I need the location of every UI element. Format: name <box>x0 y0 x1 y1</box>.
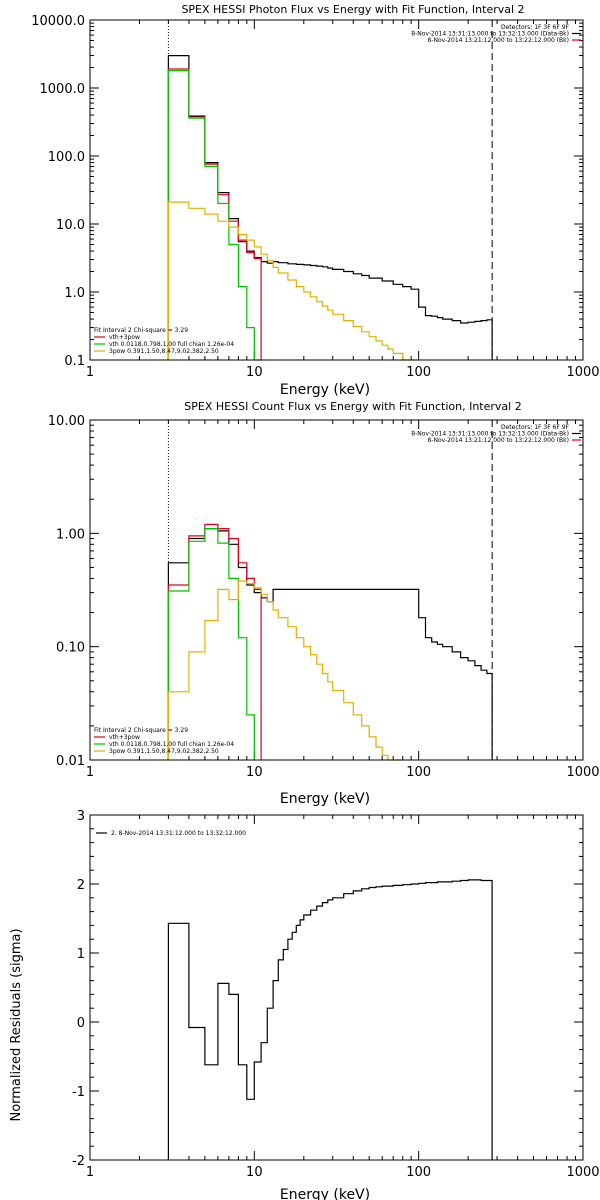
x-tick-label: 10 <box>246 365 263 380</box>
x-tick-label: 1000 <box>566 1165 599 1180</box>
x-tick-label: 1 <box>86 765 94 780</box>
plot-frame-count <box>89 419 584 761</box>
chart-panel-residuals: Energy (keV) Normalized Residuals (sigma… <box>9 809 600 1200</box>
y-tick-label: -1 <box>72 1085 85 1100</box>
legend-text: 8-Nov-2014 13:21:12.000 to 13:22:12.000 … <box>427 437 569 444</box>
chart-title-count: SPEX HESSI Count Flux vs Energy with Fit… <box>184 400 521 413</box>
y-tick-label: 0.01 <box>56 754 85 769</box>
y-tick-label: 1.00 <box>56 527 85 542</box>
reference-lines-count <box>167 420 493 760</box>
legend-text: 8-Nov-2014 13:31:13.000 to 13:32:13.000 … <box>411 31 569 38</box>
legend-text: vth 0.0118,0.798,1.00 full chian 1.26e-0… <box>109 741 234 748</box>
series-line-data-bk <box>167 528 493 760</box>
series-lines-count <box>167 523 493 761</box>
legend-text: Detectors: 1F 3F 6F 9F <box>501 424 570 431</box>
y-tick-label: 1 <box>77 947 85 962</box>
y-tick-label: 2 <box>77 878 85 893</box>
y-tick-label: 0.10 <box>56 641 85 656</box>
y-tick-label: 10.00 <box>48 414 85 429</box>
legend-top-right-photon: Detectors: 1F 3F 6F 9F8-Nov-2014 13:31:1… <box>411 24 581 44</box>
y-tick-label: 10.0 <box>56 218 85 233</box>
series-line-vth <box>167 70 262 361</box>
x-axis-label-photon: Energy (keV) <box>280 382 370 398</box>
series-line-vth <box>167 528 255 760</box>
legend-text: 3pow 0.391,1.50,8.47,9.02,382,2.50 <box>109 748 219 755</box>
series-line-3pow <box>167 201 419 361</box>
legend-text: vth 0.0118,0.798,1.00 full chian 1.26e-0… <box>109 341 234 348</box>
chart-title-photon: SPEX HESSI Photon Flux vs Energy with Fi… <box>181 3 524 16</box>
x-tick-label: 1 <box>86 1165 94 1180</box>
legend-top-right-count: Detectors: 1F 3F 6F 9F8-Nov-2014 13:31:1… <box>411 424 581 444</box>
legend-bottom-left-count: Fit Interval 2 Chi-square = 3.29vth+3pow… <box>94 727 234 755</box>
axis-ticks-count: 1 10 100 1000 0.01 0.10 1.00 10.00 <box>48 414 600 780</box>
series-line-data-bk <box>167 55 493 360</box>
x-tick-label: 100 <box>406 765 431 780</box>
y-tick-label: 1.0 <box>64 286 85 301</box>
series-line-3pow <box>167 580 403 761</box>
x-tick-label: 1 <box>86 365 94 380</box>
legend-text: 8-Nov-2014 13:31:13.000 to 13:32:13.000 … <box>411 431 569 438</box>
y-tick-label: 100.0 <box>48 150 85 165</box>
y-tick-label: 0.1 <box>64 354 85 369</box>
x-tick-label: 100 <box>406 365 431 380</box>
legend-text: 2. 8-Nov-2014 13:31:12.000 to 13:32:12.0… <box>111 830 246 837</box>
chart-panel-count-flux: SPEX HESSI Count Flux vs Energy with Fit… <box>48 400 600 807</box>
legend-text: 3pow 0.391,1.50,8.47,9.02,382,2.50 <box>109 348 219 355</box>
series-lines-photon <box>167 55 493 361</box>
y-tick-label: 10000.0 <box>31 14 85 29</box>
x-axis-label-count: Energy (keV) <box>280 791 370 807</box>
chart-panel-photon-flux: SPEX HESSI Photon Flux vs Energy with Fi… <box>31 3 599 398</box>
y-tick-label: -2 <box>72 1154 85 1169</box>
y-tick-label: 3 <box>77 809 85 824</box>
axis-ticks-photon: 1 10 100 1000 0.1 1.0 10.0 100.0 1000.0 10000.0 <box>31 14 599 380</box>
x-tick-label: 1000 <box>566 765 599 780</box>
y-tick-label: 0 <box>77 1016 85 1031</box>
legend-text: Detectors: 1F 3F 6F 9F <box>501 24 570 31</box>
legend-text: Fit Interval 2 Chi-square = 3.29 <box>94 327 188 334</box>
series-line-vth-3pow <box>167 523 262 760</box>
x-tick-label: 100 <box>406 1165 431 1180</box>
legend-bottom-left-photon: Fit Interval 2 Chi-square = 3.29vth+3pow… <box>94 327 234 355</box>
y-axis-label-residuals: Normalized Residuals (sigma) <box>9 928 24 1121</box>
legend-text: vth+3pow <box>109 734 140 741</box>
reference-lines-photon <box>167 20 493 360</box>
x-axis-label-residuals: Energy (keV) <box>280 1187 370 1200</box>
legend-text: vth+3pow <box>109 334 140 341</box>
legend-top-left-residuals: 2. 8-Nov-2014 13:31:12.000 to 13:32:12.0… <box>96 830 246 837</box>
x-tick-label: 10 <box>246 1165 263 1180</box>
series-line-2-8-nov-2014-13-31-12-000-to-13-32-12-000 <box>167 879 493 1160</box>
axis-ticks-residuals: 1 10 100 1000 -2 -1 0 1 2 3 <box>72 809 600 1180</box>
legend-text: Fit Interval 2 Chi-square = 3.29 <box>94 727 188 734</box>
y-tick-label: 1000.0 <box>40 82 86 97</box>
legend-text: 8-Nov-2014 13:21:12.000 to 13:22:12.000 … <box>427 37 569 44</box>
x-tick-label: 10 <box>246 765 263 780</box>
plot-frame-photon <box>89 19 584 361</box>
x-tick-label: 1000 <box>566 365 599 380</box>
series-lines-residuals <box>167 879 493 1160</box>
plot-frame-residuals <box>89 814 584 1161</box>
